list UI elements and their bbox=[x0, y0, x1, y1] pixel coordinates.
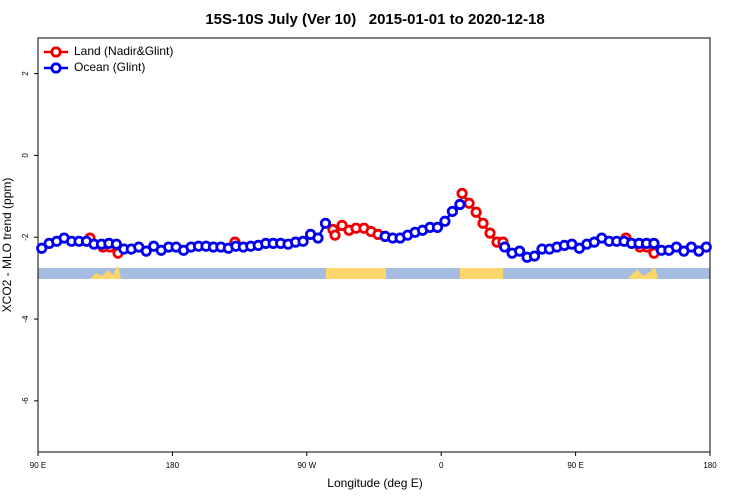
point bbox=[312, 232, 324, 244]
legend-label: Land (Nadir&Glint) bbox=[74, 44, 173, 58]
y-tick-label: -2 bbox=[21, 233, 30, 241]
point bbox=[319, 217, 332, 229]
surface-strip bbox=[38, 265, 710, 279]
point bbox=[454, 198, 466, 211]
y-tick-label: 2 bbox=[21, 71, 30, 76]
y-axis-label: XCO2 - MLO trend (ppm) bbox=[0, 178, 14, 313]
point bbox=[499, 241, 511, 253]
point bbox=[456, 187, 468, 200]
point bbox=[336, 219, 348, 231]
x-tick-label: 90 E bbox=[30, 461, 46, 470]
point bbox=[329, 229, 341, 241]
y-tick-label: 0 bbox=[21, 153, 30, 158]
point bbox=[431, 221, 444, 234]
point bbox=[439, 215, 451, 227]
x-tick-label: 180 bbox=[703, 461, 717, 470]
point bbox=[463, 197, 475, 209]
legend-marker bbox=[50, 62, 62, 74]
x-tick-label: 90 E bbox=[567, 461, 583, 470]
point bbox=[648, 237, 660, 249]
legend-label: Ocean (Glint) bbox=[74, 60, 145, 74]
y-tick-label: -4 bbox=[21, 315, 30, 323]
legend-marker bbox=[50, 46, 62, 58]
point bbox=[700, 241, 712, 253]
x-tick-label: 0 bbox=[439, 461, 444, 470]
point bbox=[297, 235, 309, 247]
point bbox=[140, 245, 152, 257]
chart-title: 15S-10S July (Ver 10) 2015-01-01 to 2020… bbox=[205, 11, 544, 28]
x-tick-label: 90 W bbox=[297, 461, 316, 470]
x-tick-label: 180 bbox=[166, 461, 180, 470]
point bbox=[446, 205, 458, 218]
point bbox=[484, 227, 496, 239]
point bbox=[110, 238, 123, 250]
point bbox=[513, 245, 526, 257]
point bbox=[528, 250, 541, 262]
point bbox=[36, 242, 48, 254]
y-tick-label: -6 bbox=[21, 397, 30, 405]
x-axis-label: Longitude (deg E) bbox=[327, 476, 422, 490]
point bbox=[477, 217, 489, 229]
point bbox=[470, 206, 482, 218]
